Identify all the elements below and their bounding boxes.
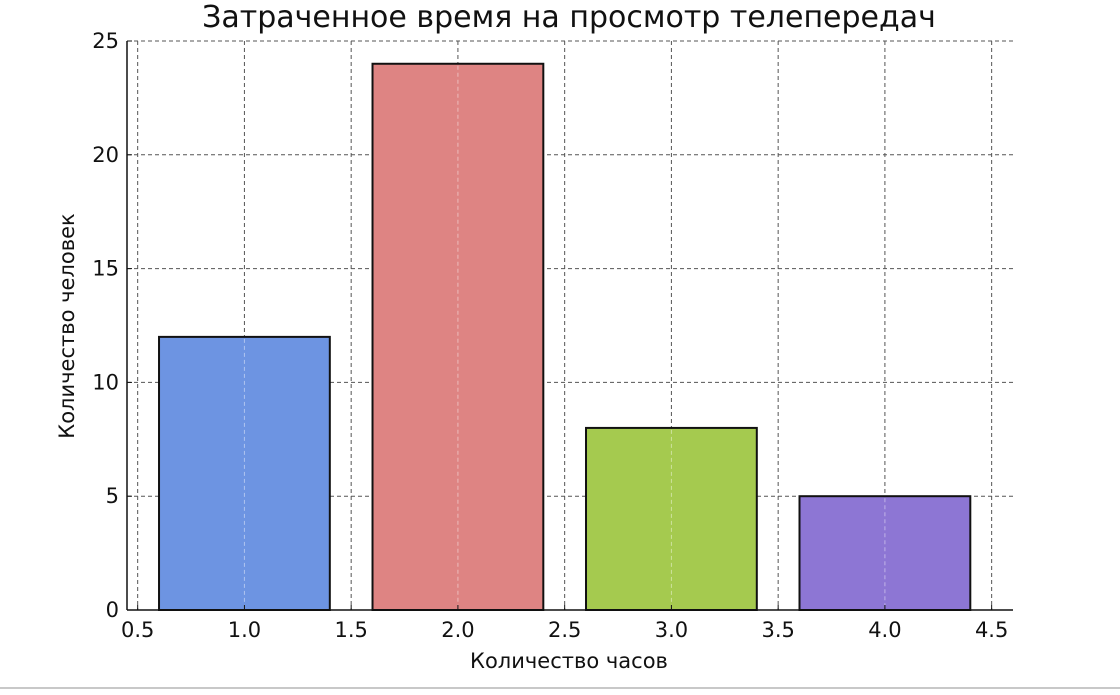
- y-tick-label: 0: [106, 598, 119, 622]
- y-tick-labels: 0 5 10 15 20 25: [92, 29, 119, 622]
- x-tick-label: 1.5: [334, 618, 367, 642]
- y-tick-label: 25: [92, 29, 119, 53]
- y-tick-label: 5: [106, 484, 119, 508]
- x-tick-label: 1.0: [228, 618, 261, 642]
- x-tick-labels: 0.5 1.0 1.5 2.0 2.5 3.0 3.5 4.0 4.5: [121, 618, 1008, 642]
- x-tick-label: 4.0: [868, 618, 901, 642]
- chart-title: Затраченное время на просмотр телепереда…: [202, 0, 936, 35]
- y-axis-label: Количество человек: [55, 213, 79, 438]
- bar: [798, 495, 972, 612]
- x-tick-label: 2.0: [441, 618, 474, 642]
- axes: [126, 40, 1013, 611]
- x-tick-label: 3.5: [761, 618, 794, 642]
- x-tick-label: 4.5: [975, 618, 1008, 642]
- y-tick-label: 20: [92, 143, 119, 167]
- bottom-divider: [0, 687, 1120, 689]
- bar: [585, 426, 758, 612]
- y-tick-label: 15: [92, 257, 119, 281]
- x-tick-label: 2.5: [548, 618, 581, 642]
- y-tick-label: 10: [92, 370, 119, 394]
- bar: [158, 335, 331, 611]
- x-tick-label: 3.0: [655, 618, 688, 642]
- x-tick-label: 0.5: [121, 618, 154, 642]
- bar: [371, 62, 545, 611]
- x-axis-label: Количество часов: [470, 649, 668, 673]
